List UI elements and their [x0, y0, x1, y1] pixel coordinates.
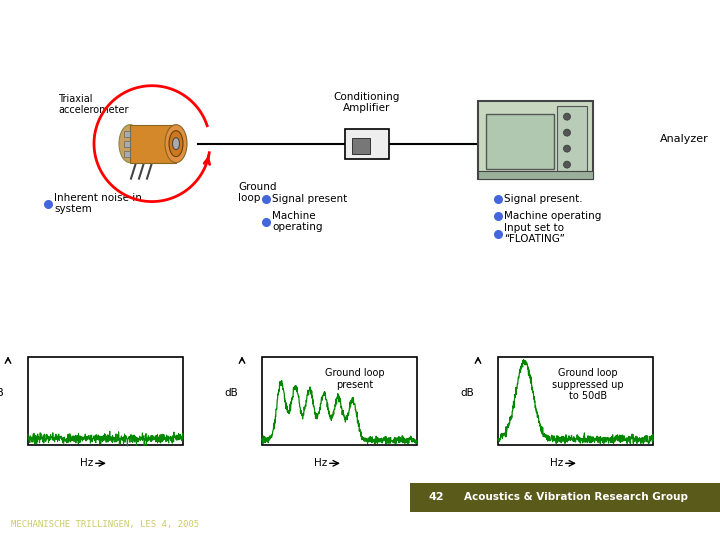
Ellipse shape [169, 131, 183, 157]
Text: 42: 42 [428, 492, 444, 503]
Text: Input set to
“FLOATING”: Input set to “FLOATING” [504, 222, 565, 244]
Text: Ground Loop Problem and Solution: Ground Loop Problem and Solution [13, 23, 495, 51]
Text: Analyzer: Analyzer [660, 133, 708, 144]
Bar [124, 131, 130, 137]
Text: Machine operating: Machine operating [504, 211, 601, 220]
Bar [352, 138, 370, 153]
Ellipse shape [119, 125, 141, 163]
Bar [262, 357, 417, 446]
Ellipse shape [165, 125, 187, 163]
Text: Vrije Universiteit Brussel: Vrije Universiteit Brussel [474, 518, 709, 537]
Text: Ground loop
suppressed up
to 50dB: Ground loop suppressed up to 50dB [552, 368, 624, 401]
Text: MECHANISCHE TRILLINGEN, LES 4, 2005: MECHANISCHE TRILLINGEN, LES 4, 2005 [11, 519, 199, 529]
Ellipse shape [173, 138, 179, 150]
Text: dB: dB [224, 388, 238, 397]
Bar [130, 125, 176, 163]
Bar [478, 100, 593, 179]
Bar [124, 140, 130, 147]
Text: Inherent noise in
system: Inherent noise in system [54, 193, 142, 214]
Text: Triaxial
accelerometer: Triaxial accelerometer [58, 93, 128, 115]
Bar [345, 129, 389, 159]
Text: Ground
loop: Ground loop [238, 181, 276, 203]
Ellipse shape [564, 161, 570, 168]
Text: Signal present.: Signal present. [504, 193, 582, 204]
Text: Conditioning
Amplifier: Conditioning Amplifier [334, 92, 400, 113]
Text: Acoustics & Vibration Research Group: Acoustics & Vibration Research Group [464, 492, 688, 503]
Text: Signal present: Signal present [272, 193, 347, 204]
Bar [557, 106, 587, 173]
Ellipse shape [564, 145, 570, 152]
Text: Hz: Hz [80, 458, 94, 468]
Bar [498, 357, 653, 446]
Text: Machine
operating: Machine operating [272, 211, 323, 232]
Ellipse shape [564, 113, 570, 120]
Text: Ground loop
present: Ground loop present [325, 368, 384, 389]
Bar [410, 483, 720, 512]
Text: dB: dB [460, 388, 474, 397]
Text: dB: dB [0, 388, 4, 397]
Ellipse shape [564, 129, 570, 136]
Bar [28, 357, 183, 446]
Bar [486, 113, 554, 168]
Text: Hz: Hz [314, 458, 328, 468]
Bar [124, 151, 130, 157]
Text: Hz: Hz [550, 458, 564, 468]
Bar [478, 171, 593, 179]
